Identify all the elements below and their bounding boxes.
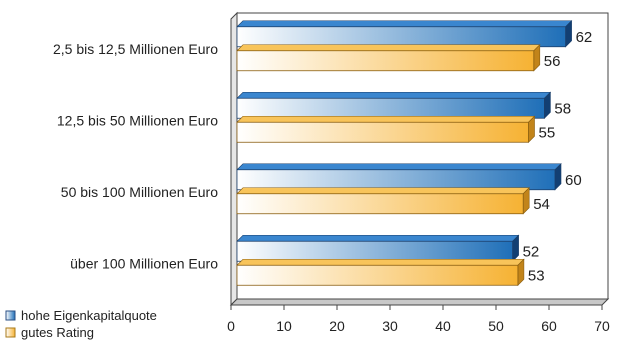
category-label-2: 12,5 bis 50 Millionen Euro [57,112,218,128]
bar-s2-c1 [236,50,535,72]
value-label-s1-c3: 60 [565,172,582,189]
bar-top-s1-c2 [236,91,552,99]
value-label-s2-c2: 55 [539,124,556,141]
bar-s1-c2 [236,97,545,119]
category-label-4: über 100 Millionen Euro [70,255,218,271]
plot-left-wall [230,11,238,307]
value-label-s2-c4: 53 [528,267,545,284]
x-tick-label-6: 50 [488,318,504,334]
legend-swatch-series-2 [5,327,16,338]
bar-top-s2-c3 [236,187,530,195]
x-tick-label-2: 10 [276,318,292,334]
value-label-s1-c4: 52 [523,243,540,260]
value-label-s1-c2: 58 [554,100,571,117]
plot-floor [229,298,610,306]
x-tick-label-3: 20 [329,318,345,334]
x-axis-ticks-group: 0 10 20 30 40 50 60 70 [227,305,610,334]
bar-top-s1-c1 [236,20,573,28]
bar-top-s2-c2 [236,115,536,123]
bar-top-s1-c3 [236,163,562,171]
value-label-s2-c1: 56 [544,53,561,70]
bar-s2-c2 [236,121,529,143]
bar-top-s1-c4 [236,234,520,242]
bar-s2-c3 [236,193,524,215]
category-label-1: 2,5 bis 12,5 Millionen Euro [53,41,218,57]
legend-label-series-1: hohe Eigenkapitalquote [21,308,157,323]
x-tick-label-1: 0 [227,318,235,334]
x-tick-label-5: 40 [435,318,451,334]
bar-s1-c4 [236,240,514,262]
legend: hohe Eigenkapitalquote gutes Rating [5,308,157,340]
bar-s2-c4 [236,264,519,286]
bar-top-s2-c1 [236,44,541,52]
x-tick-label-4: 30 [382,318,398,334]
legend-swatch-series-1 [5,310,16,321]
value-label-s1-c1: 62 [576,29,593,46]
x-tick-label-8: 70 [594,318,610,334]
bars-group [236,20,573,286]
value-label-s2-c3: 54 [533,196,550,213]
bar-top-s2-c4 [236,258,525,266]
category-labels-group: 2,5 bis 12,5 Millionen Euro 12,5 bis 50 M… [53,41,218,272]
x-tick-label-7: 60 [541,318,557,334]
category-label-3: 50 bis 100 Millionen Euro [61,184,218,200]
legend-label-series-2: gutes Rating [21,325,94,340]
bar-s1-c1 [236,26,567,48]
bar-s1-c3 [236,169,556,191]
value-labels-group: 62 56 58 55 60 54 52 53 [523,29,593,285]
